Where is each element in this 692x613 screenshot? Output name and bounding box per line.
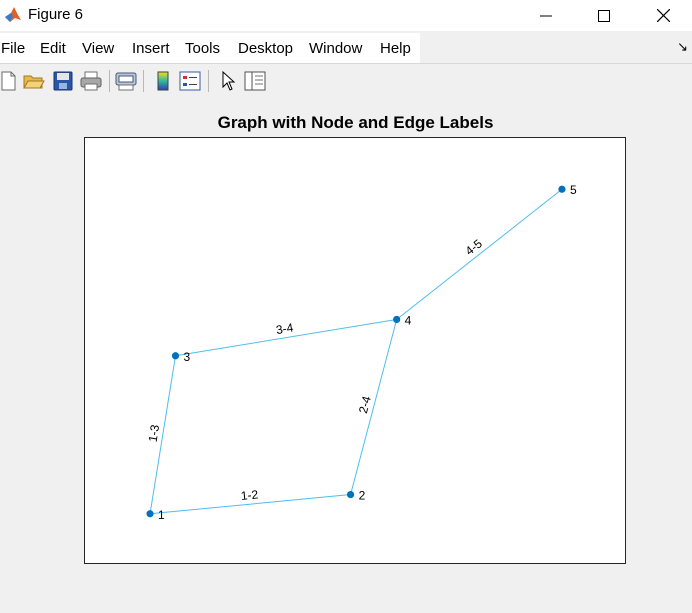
toolbar-separator (208, 70, 209, 92)
property-inspector-button[interactable] (243, 69, 267, 93)
minimize-button[interactable] (523, 0, 569, 31)
toolbar-separator (109, 70, 110, 92)
edge-label-1-3: 1-3 (146, 423, 163, 443)
menu-help[interactable]: Help (380, 40, 411, 57)
print-preview-button[interactable] (114, 69, 138, 93)
legend-button[interactable] (178, 69, 202, 93)
open-file-button[interactable] (22, 69, 46, 93)
legend-icon (179, 71, 201, 91)
node-label-1: 1 (158, 508, 165, 522)
colorbar-button[interactable] (151, 69, 175, 93)
matlab-app-icon (4, 5, 22, 23)
graph-node-2 (346, 490, 355, 499)
node-label-5: 5 (570, 183, 577, 197)
dock-arrow-icon[interactable]: ↘ (677, 39, 688, 54)
print-icon (80, 71, 102, 91)
edge-label-4-5: 4-5 (463, 236, 486, 258)
node-label-3: 3 (184, 350, 191, 364)
close-icon (656, 9, 670, 22)
edge-label-3-4: 3-4 (275, 320, 295, 337)
print-button[interactable] (79, 69, 103, 93)
graph-edge-1-3 (149, 355, 177, 514)
maximize-button[interactable] (581, 0, 627, 31)
menu-file[interactable]: File (1, 40, 26, 57)
menu-view[interactable]: View (82, 40, 115, 57)
menu-strip (0, 33, 420, 63)
property-inspector-icon (244, 71, 266, 91)
minimize-icon (540, 15, 552, 16)
menu-insert[interactable]: Insert (132, 40, 170, 57)
node-label-4: 4 (405, 313, 412, 327)
graph-axes[interactable]: 1-2 1-3 2-4 3-4 4-5 1 2 3 4 5 (84, 137, 626, 564)
node-label-2: 2 (359, 489, 366, 503)
print-preview-icon (115, 72, 137, 91)
graph-edge-2-4 (350, 319, 398, 495)
menu-window[interactable]: Window (309, 40, 363, 57)
graph-node-1 (146, 510, 154, 518)
edge-label-2-4: 2-4 (356, 394, 374, 415)
menu-desktop[interactable]: Desktop (238, 40, 294, 57)
close-button[interactable] (640, 0, 686, 31)
maximize-icon (598, 9, 610, 22)
window-title-bar: Figure 6 (0, 0, 692, 31)
menu-tools[interactable]: Tools (185, 40, 221, 57)
select-pointer-button[interactable] (216, 69, 240, 93)
colorbar-icon (157, 71, 169, 91)
graph-node-4 (393, 315, 401, 324)
save-icon (53, 71, 73, 91)
graph-node-3 (171, 352, 180, 360)
graph-edge-4-5 (396, 188, 563, 320)
graph-node-5 (558, 185, 566, 193)
figure-toolbar (0, 63, 692, 99)
new-figure-button[interactable] (0, 69, 20, 93)
new-figure-icon (1, 71, 16, 91)
menu-bar: File Edit View Insert Tools Desktop Wind… (0, 33, 692, 63)
save-button[interactable] (51, 69, 75, 93)
graph-plot: 1-2 1-3 2-4 3-4 4-5 1 2 3 4 5 (146, 183, 577, 522)
select-pointer-icon (222, 71, 236, 91)
graph-edge-1-2 (149, 494, 351, 515)
graph-edge-3-4 (175, 318, 397, 357)
menu-edit[interactable]: Edit (40, 40, 66, 57)
toolbar-separator (143, 70, 144, 92)
window-title: Figure 6 (28, 6, 84, 23)
open-file-icon (23, 75, 45, 89)
edge-label-1-2: 1-2 (240, 487, 259, 503)
plot-title: Graph with Node and Edge Labels (217, 113, 494, 132)
